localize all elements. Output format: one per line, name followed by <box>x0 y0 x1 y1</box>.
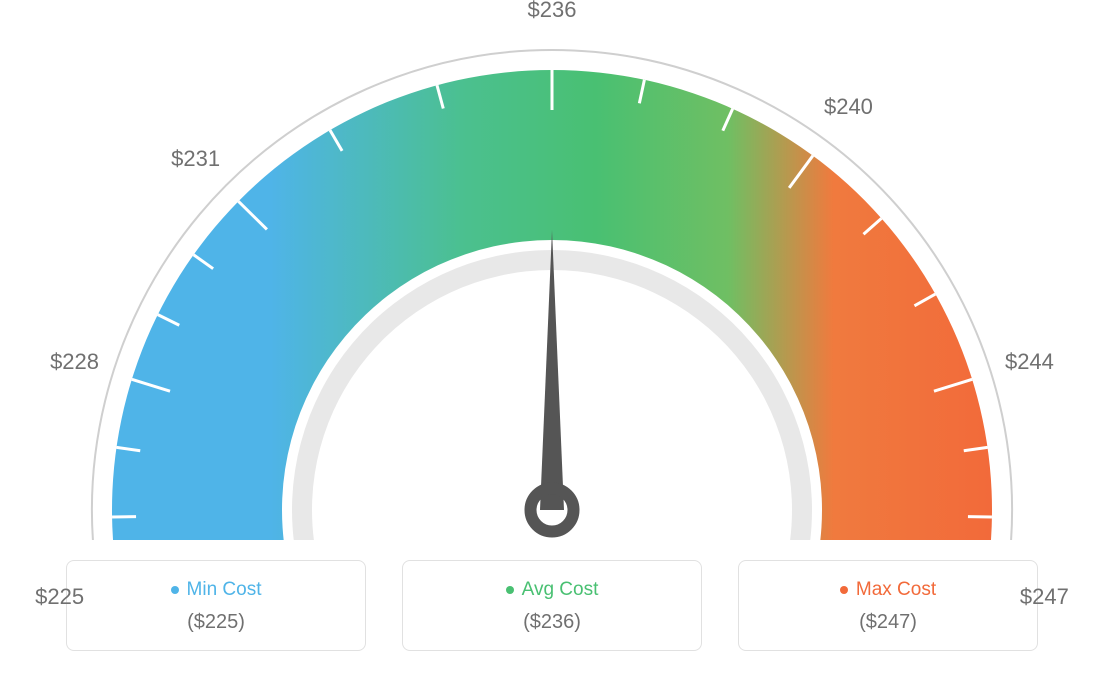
legend-title-avg: Avg Cost <box>506 579 599 601</box>
legend-title-min: Min Cost <box>171 579 262 601</box>
gauge-chart: $225$228$231$236$240$244$247 <box>0 0 1104 540</box>
gauge-tick-label: $228 <box>50 349 99 375</box>
gauge-tick-label: $236 <box>528 0 577 23</box>
legend-title-max: Max Cost <box>840 579 936 601</box>
legend-value-max: ($247) <box>749 611 1027 634</box>
gauge-tick-label: $244 <box>1005 349 1054 375</box>
legend-label-max: Max Cost <box>856 579 936 601</box>
gauge-svg <box>0 0 1104 540</box>
legend-dot-min <box>171 586 179 594</box>
gauge-tick-label: $247 <box>1020 584 1069 610</box>
gauge-tick-label: $240 <box>824 94 873 120</box>
legend-value-avg: ($236) <box>413 611 691 634</box>
gauge-tick-label: $225 <box>35 584 84 610</box>
legend-dot-avg <box>506 586 514 594</box>
legend-card-min: Min Cost ($225) <box>66 560 366 651</box>
legend-label-avg: Avg Cost <box>522 579 599 601</box>
legend-card-avg: Avg Cost ($236) <box>402 560 702 651</box>
legend-label-min: Min Cost <box>187 579 262 601</box>
legend-card-max: Max Cost ($247) <box>738 560 1038 651</box>
legend-row: Min Cost ($225) Avg Cost ($236) Max Cost… <box>0 560 1104 651</box>
legend-value-min: ($225) <box>77 611 355 634</box>
gauge-tick-label: $231 <box>171 146 220 172</box>
legend-dot-max <box>840 586 848 594</box>
